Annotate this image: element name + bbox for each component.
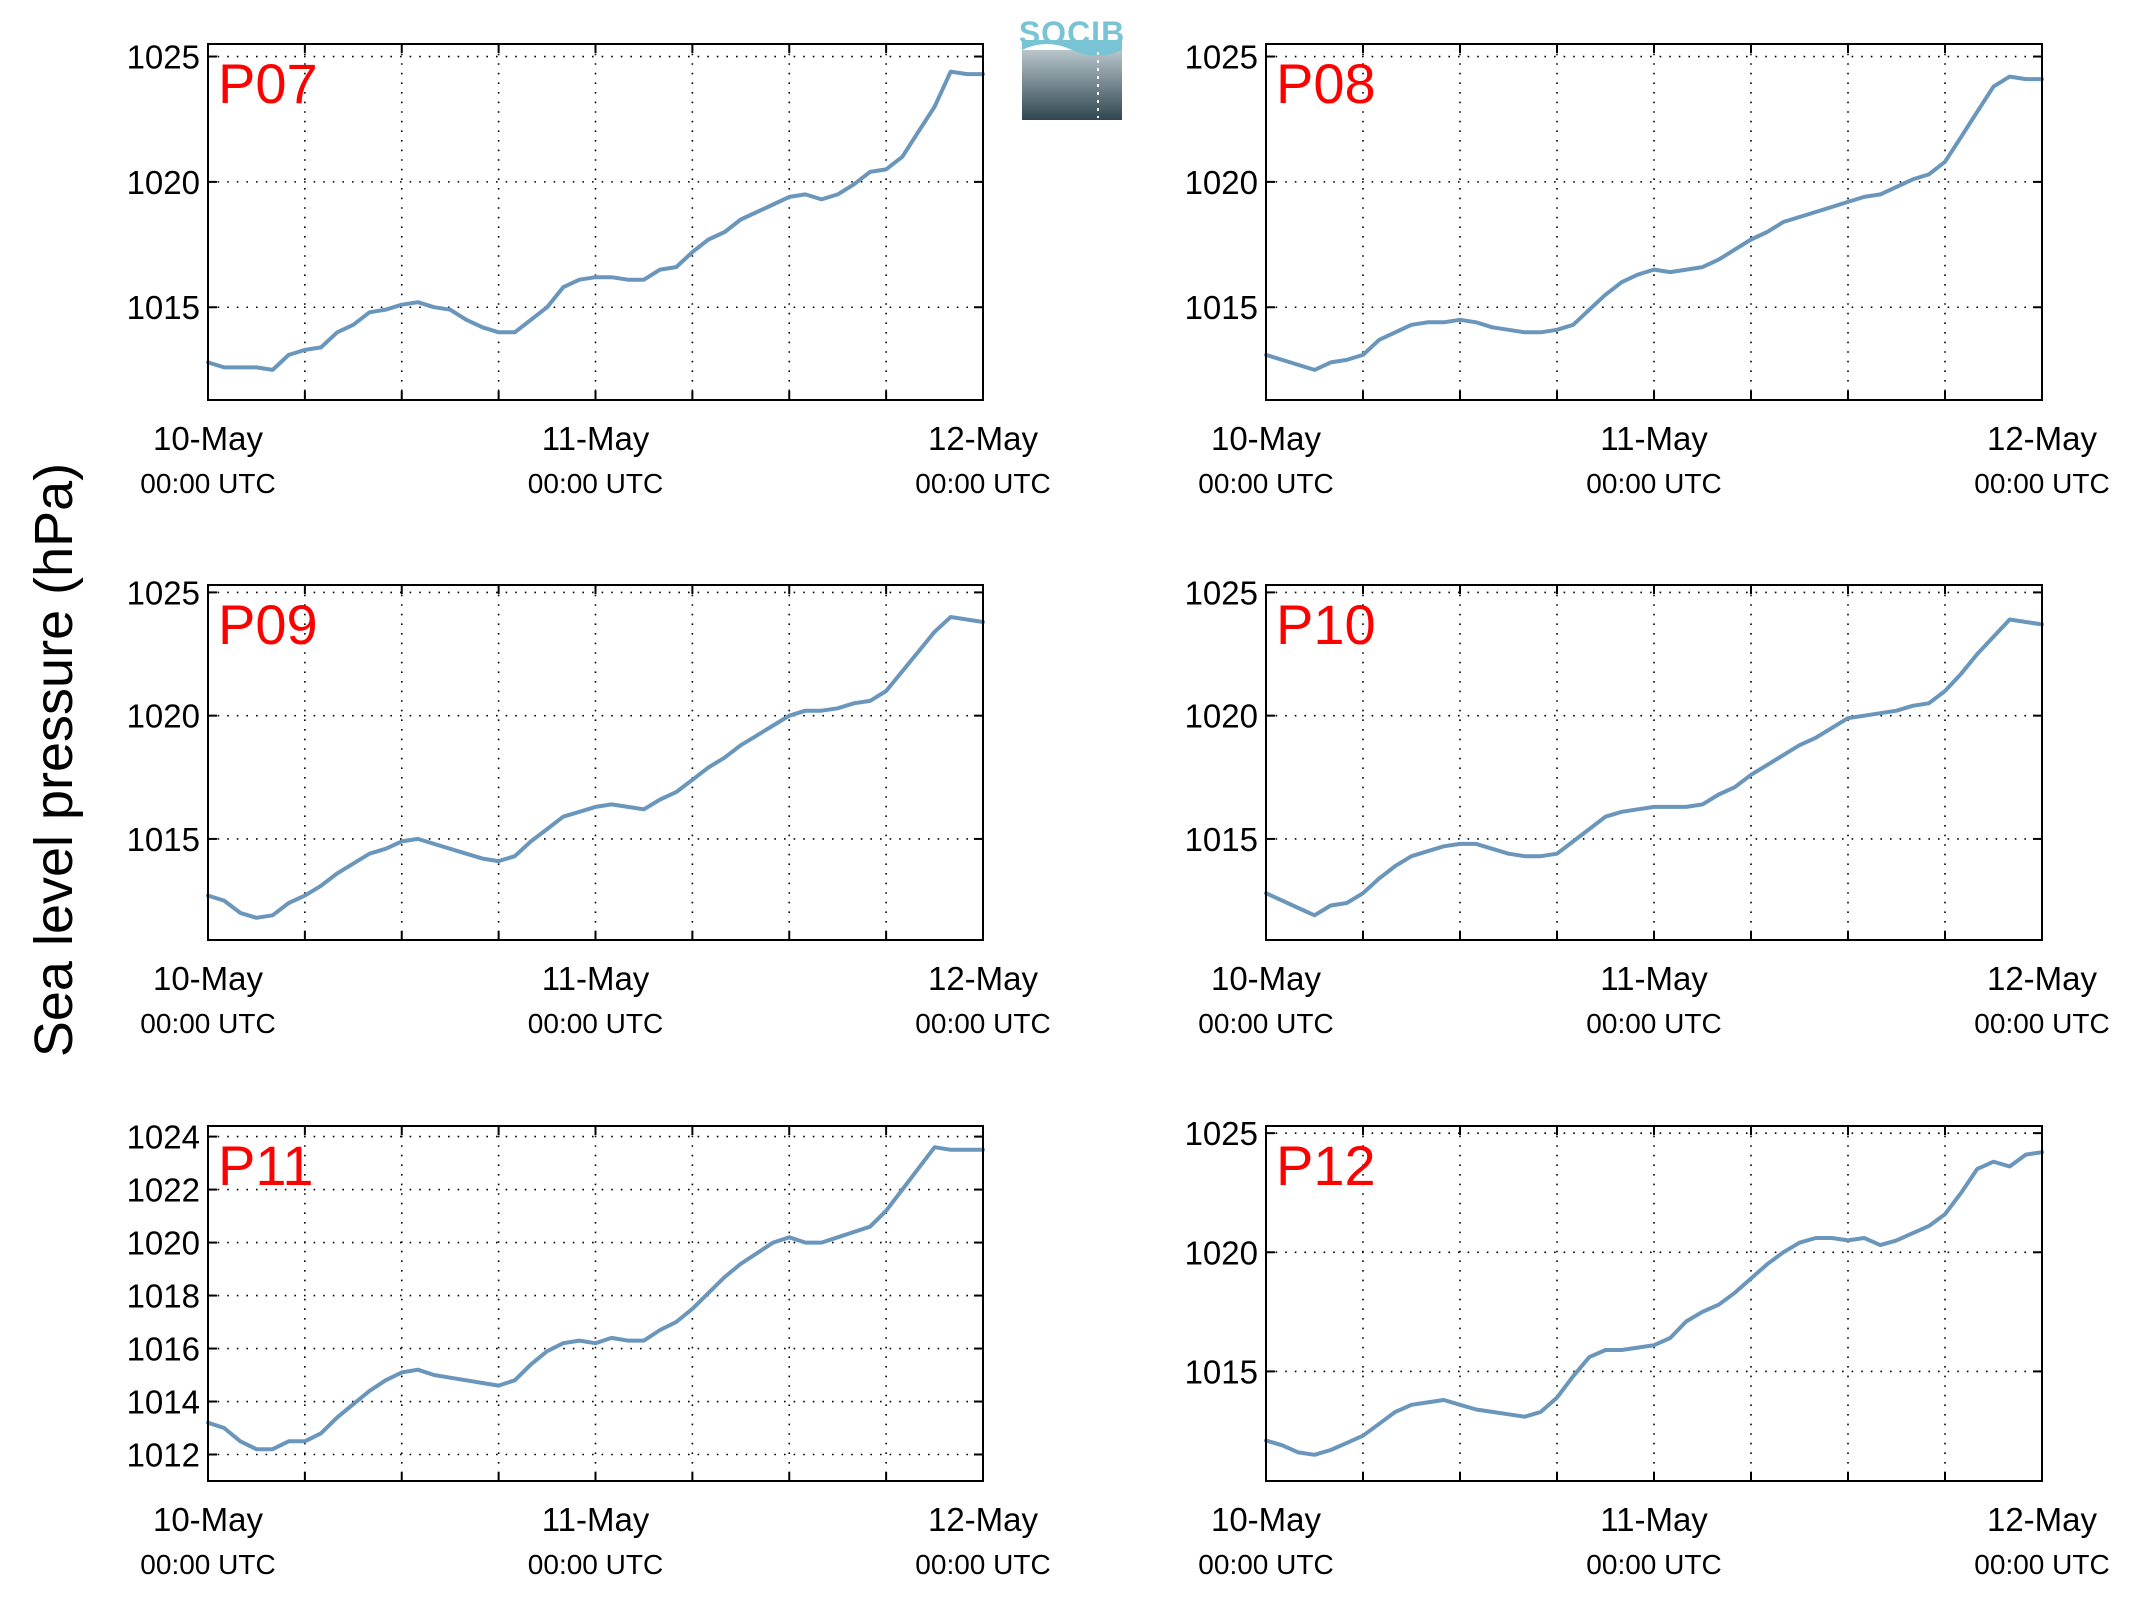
y-tick-label: 1022 bbox=[127, 1172, 200, 1209]
panel-p12: 1015 1020 1025 10-May 00:00 UTC 11-May 00:00 U… bbox=[1185, 1115, 2110, 1580]
x-tick-label-date: 12-May bbox=[1987, 420, 2098, 457]
x-tick-label-time: 00:00 UTC bbox=[1586, 1008, 1721, 1039]
panel-p11: 1012 1014 1016 1018 1020 1022 1024 10-May 00:00 … bbox=[127, 1119, 1051, 1580]
x-tick-label-date: 11-May bbox=[542, 960, 650, 997]
y-tick-label: 1020 bbox=[127, 1225, 200, 1262]
y-tick-label: 1025 bbox=[127, 574, 200, 611]
x-tick-label-date: 12-May bbox=[928, 960, 1039, 997]
x-tick-label-time: 00:00 UTC bbox=[528, 1008, 663, 1039]
x-tick-label-time: 00:00 UTC bbox=[528, 468, 663, 499]
y-tick-label: 1012 bbox=[127, 1437, 200, 1474]
y-tick-label: 1025 bbox=[1185, 574, 1258, 611]
x-tick-label-date: 12-May bbox=[928, 420, 1039, 457]
x-tick-label-time: 00:00 UTC bbox=[140, 468, 275, 499]
x-tick-label-time: 00:00 UTC bbox=[1198, 1008, 1333, 1039]
x-tick-label-date: 10-May bbox=[153, 960, 264, 997]
logo-emblem bbox=[1022, 50, 1122, 120]
x-tick-label-date: 10-May bbox=[1211, 420, 1322, 457]
panel-p08: 1015 1020 1025 10-May 00:00 UTC 11-May 00:00 U… bbox=[1185, 39, 2110, 499]
x-tick-label-time: 00:00 UTC bbox=[1198, 1549, 1333, 1580]
y-tick-label: 1015 bbox=[1185, 821, 1258, 858]
logo-text: SOCIB bbox=[1019, 15, 1125, 51]
axes-frame bbox=[1265, 1125, 2043, 1482]
y-tick-label: 1020 bbox=[1185, 164, 1258, 201]
pressure-series-line bbox=[1264, 617, 2044, 918]
panel-title: P12 bbox=[1276, 1134, 1376, 1197]
x-tick-label-time: 00:00 UTC bbox=[1974, 468, 2109, 499]
x-tick-label-date: 11-May bbox=[1600, 420, 1708, 457]
y-tick-label: 1015 bbox=[127, 289, 200, 326]
panel-p10: 1015 1020 1025 10-May 00:00 UTC 11-May 00:00 U… bbox=[1185, 574, 2110, 1039]
x-tick-label-time: 00:00 UTC bbox=[915, 1008, 1050, 1039]
pressure-series-line bbox=[1264, 74, 2044, 372]
x-tick-label-time: 00:00 UTC bbox=[915, 468, 1050, 499]
axes-frame bbox=[1265, 43, 2043, 401]
y-tick-label: 1014 bbox=[127, 1384, 200, 1421]
y-tick-label: 1025 bbox=[127, 39, 200, 76]
y-tick-label: 1016 bbox=[127, 1331, 200, 1368]
panel-title: P11 bbox=[218, 1134, 313, 1197]
y-tick-label: 1024 bbox=[127, 1119, 200, 1156]
x-tick-label-date: 11-May bbox=[1600, 1501, 1708, 1538]
axes-frame bbox=[207, 43, 984, 401]
panel-p07: 1015 1020 1025 10-May 00:00 UTC 11-May 00:00 U… bbox=[127, 39, 1051, 499]
x-tick-label-time: 00:00 UTC bbox=[1974, 1008, 2109, 1039]
panel-title: P09 bbox=[218, 593, 318, 656]
pressure-series-line bbox=[206, 615, 985, 920]
x-tick-label-date: 11-May bbox=[1600, 960, 1708, 997]
x-tick-label-time: 00:00 UTC bbox=[1198, 468, 1333, 499]
pressure-series-line bbox=[206, 1145, 985, 1452]
x-tick-label-date: 10-May bbox=[1211, 960, 1322, 997]
x-tick-label-date: 12-May bbox=[928, 1501, 1039, 1538]
pressure-series-line bbox=[1264, 1150, 2044, 1457]
y-tick-label: 1025 bbox=[1185, 39, 1258, 76]
y-tick-label: 1020 bbox=[1185, 1234, 1258, 1271]
x-tick-label-date: 12-May bbox=[1987, 960, 2098, 997]
x-tick-label-time: 00:00 UTC bbox=[1974, 1549, 2109, 1580]
y-tick-label: 1018 bbox=[127, 1278, 200, 1315]
socib-logo: SOCIB bbox=[1019, 15, 1125, 120]
y-tick-label: 1015 bbox=[127, 821, 200, 858]
x-tick-label-date: 10-May bbox=[153, 1501, 264, 1538]
y-tick-label: 1020 bbox=[127, 164, 200, 201]
x-tick-label-date: 10-May bbox=[1211, 1501, 1322, 1538]
y-tick-label: 1020 bbox=[1185, 698, 1258, 735]
x-tick-label-date: 11-May bbox=[542, 1501, 650, 1538]
x-tick-label-date: 11-May bbox=[542, 420, 650, 457]
panel-p09: 1015 1020 1025 10-May 00:00 UTC 11-May 00:00 U… bbox=[127, 574, 1051, 1039]
pressure-series-line bbox=[206, 69, 985, 372]
panel-title: P07 bbox=[218, 52, 318, 115]
x-tick-label-date: 10-May bbox=[153, 420, 264, 457]
y-tick-label: 1015 bbox=[1185, 289, 1258, 326]
y-axis-label: Sea level pressure (hPa) bbox=[24, 463, 84, 1057]
panel-title: P08 bbox=[1276, 52, 1376, 115]
axes-frame bbox=[207, 1125, 984, 1482]
axes-frame bbox=[207, 584, 984, 941]
x-tick-label-time: 00:00 UTC bbox=[140, 1549, 275, 1580]
x-tick-label-time: 00:00 UTC bbox=[1586, 1549, 1721, 1580]
x-tick-label-time: 00:00 UTC bbox=[528, 1549, 663, 1580]
y-tick-label: 1025 bbox=[1185, 1115, 1258, 1152]
y-tick-label: 1015 bbox=[1185, 1353, 1258, 1390]
panel-title: P10 bbox=[1276, 593, 1376, 656]
x-tick-label-time: 00:00 UTC bbox=[140, 1008, 275, 1039]
x-tick-label-date: 12-May bbox=[1987, 1501, 2098, 1538]
x-tick-label-time: 00:00 UTC bbox=[915, 1549, 1050, 1580]
y-tick-label: 1020 bbox=[127, 698, 200, 735]
x-tick-label-time: 00:00 UTC bbox=[1586, 468, 1721, 499]
axes-frame bbox=[1265, 584, 2043, 941]
